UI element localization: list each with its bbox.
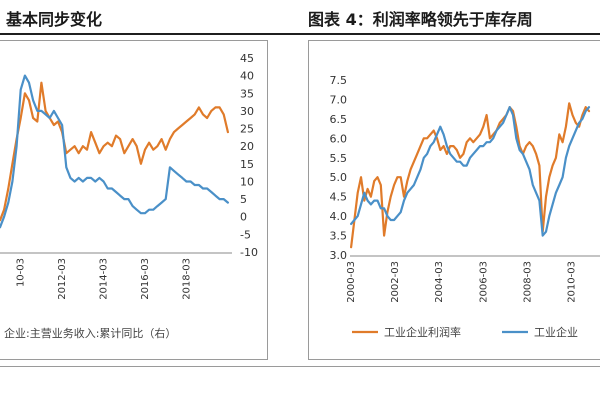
y-tick-label: 20: [240, 140, 254, 153]
series-line-0: [0, 81, 229, 222]
x-tick-label: 2008-03: [522, 261, 533, 303]
y-tick-label: 4.5: [330, 191, 348, 204]
y-tick-label: 25: [240, 123, 254, 136]
chart-left: 45 40 35 30 25 20 15 10 5 0 -5 -10 10-03 2012-03 2014-…: [0, 52, 258, 340]
y-tick-label: 10: [240, 175, 254, 188]
y-tick-label: -5: [240, 228, 251, 241]
title-rule-right: [300, 33, 600, 35]
y-tick-label: 15: [240, 158, 254, 171]
y-tick-label: 7.5: [330, 74, 348, 87]
x-tick-label: 2004-03: [434, 261, 445, 303]
legend-entry: 工业企业利润率: [384, 325, 461, 339]
right-chart-title: 图表 4：利润率略领先于库存周: [308, 10, 533, 29]
legend-entry: 企业:主营业务收入:累计同比（右）: [4, 326, 176, 340]
y-tick-label: 5.0: [330, 171, 348, 184]
y-tick-label: 30: [240, 105, 254, 118]
y-tick-label: 4.0: [330, 210, 348, 223]
x-tick-label: 2014-03: [99, 258, 110, 300]
y-tick-label: -10: [240, 246, 258, 259]
y-tick-label: 5.5: [330, 152, 348, 165]
x-tick-label: 10-03: [16, 258, 27, 287]
y-tick-label: 7.0: [330, 93, 348, 106]
x-tick-label: 2016-03: [140, 258, 151, 300]
left-chart-title: 基本同步变化: [6, 10, 103, 29]
footer-divider: [0, 366, 600, 367]
x-tick-label: 2000-03: [346, 261, 357, 303]
x-tick-label: 2010-03: [566, 261, 577, 303]
y-tick-label: 35: [240, 87, 254, 100]
x-tick-label: 2006-03: [478, 261, 489, 303]
x-tick-label: 2002-03: [390, 261, 401, 303]
y-tick-label: 5: [240, 193, 247, 206]
y-tick-label: 3.0: [330, 249, 348, 262]
y-tick-label: 45: [240, 52, 254, 65]
x-tick-label: 2012-03: [57, 258, 68, 300]
x-tick-label: 2018-03: [181, 258, 192, 300]
y-tick-label: 3.5: [330, 230, 348, 243]
y-tick-label: 6.0: [330, 132, 348, 145]
title-rule-left: [0, 33, 300, 35]
series-line-1: [350, 106, 591, 237]
series-line-1: [0, 74, 229, 229]
y-tick-label: 40: [240, 70, 254, 83]
y-tick-label: 0: [240, 211, 247, 224]
y-tick-label: 6.5: [330, 113, 348, 126]
series-line-0: [350, 102, 591, 249]
legend-entry: 工业企业: [534, 325, 578, 339]
